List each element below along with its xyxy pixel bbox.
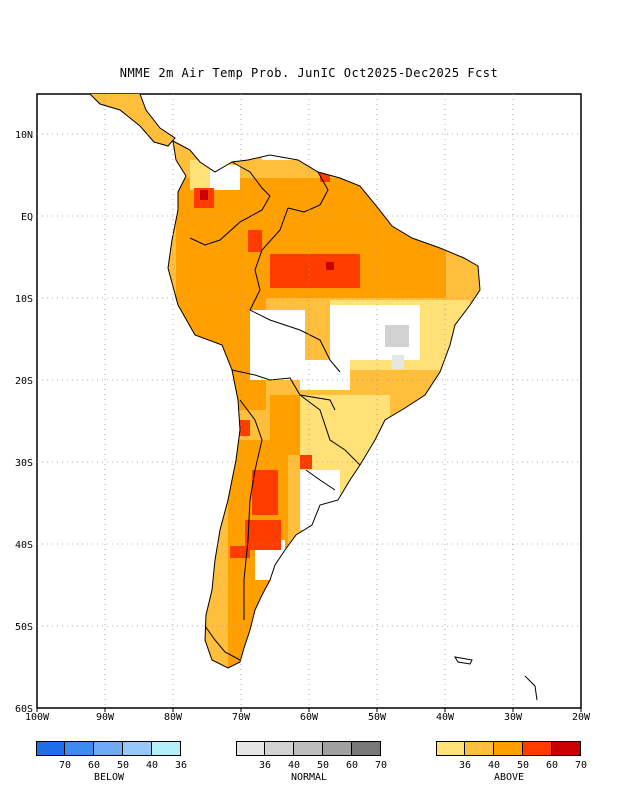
legend-tick: 60: [345, 760, 359, 771]
color-swatch: [552, 741, 581, 756]
gridlines: [37, 94, 581, 708]
lon-label: 100W: [25, 712, 50, 723]
lon-label: 80W: [164, 712, 183, 723]
legend-tick: 40: [145, 760, 159, 771]
legend-above: 36 40 50 60 70 ABOVE: [436, 741, 587, 783]
legend-tick: 50: [516, 760, 530, 771]
legend-below: 70 60 50 40 36 BELOW: [36, 741, 187, 783]
legend-tick: 40: [487, 760, 501, 771]
lat-label: 10N: [15, 130, 33, 141]
color-swatch: [152, 741, 181, 756]
color-swatch: [323, 741, 352, 756]
legend-swatches: [36, 741, 182, 756]
lon-label: 50W: [368, 712, 387, 723]
lon-label: 60W: [300, 712, 319, 723]
legend-tick: 36: [258, 760, 272, 771]
color-swatch: [236, 741, 265, 756]
legend-tick: 50: [316, 760, 330, 771]
map-title: NMME 2m Air Temp Prob. JunIC Oct2025-Dec…: [119, 66, 499, 80]
color-swatch: [94, 741, 123, 756]
legend-tick: 70: [58, 760, 72, 771]
color-swatch: [465, 741, 494, 756]
legend-tick: 70: [374, 760, 388, 771]
lat-labels: 10N EQ 10S 20S 30S 40S 50S 60S: [15, 130, 33, 715]
color-swatch: [352, 741, 381, 756]
lat-label: 40S: [15, 540, 33, 551]
lon-label: 90W: [96, 712, 115, 723]
legend-label: NORMAL: [290, 772, 328, 783]
tick-marks: [36, 708, 582, 712]
legend-tick: 36: [458, 760, 472, 771]
legend-tick: 36: [174, 760, 188, 771]
legend-tick: 60: [87, 760, 101, 771]
lon-labels: 100W 90W 80W 70W 60W 50W 40W 30W 20W: [25, 712, 591, 723]
lat-label: 50S: [15, 622, 33, 633]
legend-tick: 40: [287, 760, 301, 771]
legend-swatches: [436, 741, 582, 756]
legend-swatches: [236, 741, 382, 756]
legend-normal: 36 40 50 60 70 NORMAL: [236, 741, 387, 783]
lon-label: 70W: [232, 712, 251, 723]
lat-label: 30S: [15, 458, 33, 469]
lon-label: 30W: [504, 712, 523, 723]
legend-label: BELOW: [93, 772, 125, 783]
color-swatch: [523, 741, 552, 756]
color-swatch: [294, 741, 323, 756]
color-swatch: [494, 741, 523, 756]
lat-label: 10S: [15, 294, 33, 305]
lat-label: 60S: [15, 704, 33, 715]
coastlines: [89, 94, 538, 701]
legend-tick: 60: [545, 760, 559, 771]
legend-tick: 70: [574, 760, 588, 771]
color-swatch: [123, 741, 152, 756]
lon-label: 40W: [436, 712, 455, 723]
color-swatch: [265, 741, 294, 756]
lon-label: 20W: [572, 712, 591, 723]
color-swatch: [36, 741, 65, 756]
lat-label: EQ: [21, 212, 33, 223]
color-swatch: [436, 741, 465, 756]
legend-label: ABOVE: [493, 772, 525, 783]
legend-tick: 50: [116, 760, 130, 771]
lat-label: 20S: [15, 376, 33, 387]
color-swatch: [65, 741, 94, 756]
